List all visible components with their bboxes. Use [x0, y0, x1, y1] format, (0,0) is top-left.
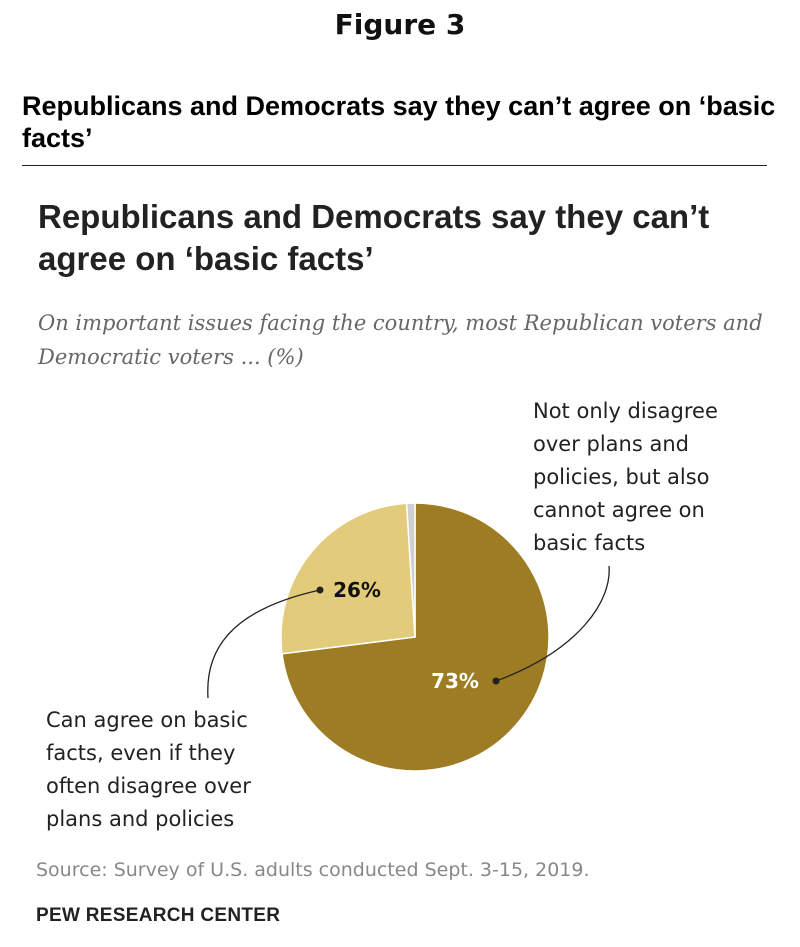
- leader-dot-disagree: [492, 677, 500, 685]
- leader-line-agree: [207, 589, 321, 699]
- source-note: Source: Survey of U.S. adults conducted …: [36, 859, 590, 881]
- chart-title: Republicans and Democrats say they can’t…: [38, 198, 710, 277]
- title-divider: [22, 165, 767, 166]
- slice-value-label-1: 26%: [333, 578, 381, 602]
- leader-line-disagree: [495, 565, 610, 682]
- outer-title: Republicans and Democrats say they can’t…: [22, 91, 776, 153]
- annotation-agree: Can agree on basic facts, even if they o…: [46, 708, 251, 831]
- pie-slice-1: [280, 502, 416, 655]
- annotation-disagree: Not only disagree over plans and policie…: [533, 399, 718, 555]
- leader-dot-agree: [316, 586, 324, 594]
- pie-slice-2: [405, 502, 416, 638]
- figure-label: Figure 3: [334, 8, 466, 41]
- slice-value-label-0: 73%: [431, 669, 479, 693]
- publisher-logo-text: PEW RESEARCH CENTER: [36, 905, 281, 926]
- chart-subtitle: On important issues facing the country, …: [38, 311, 763, 369]
